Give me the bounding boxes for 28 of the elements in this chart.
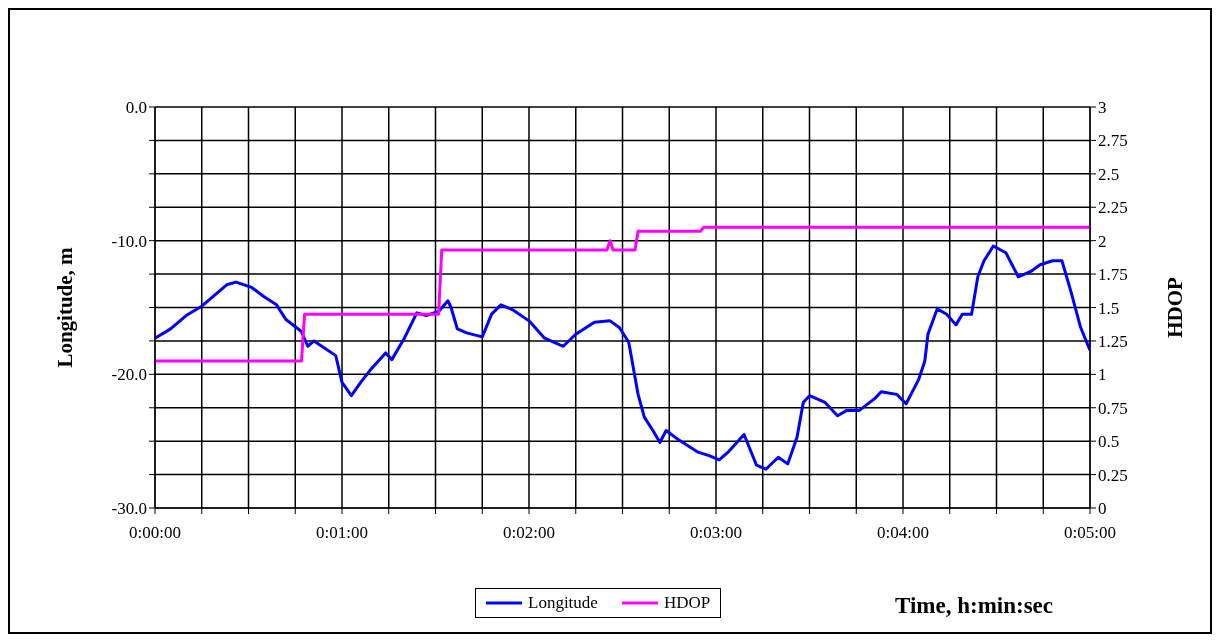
legend-label: Longitude bbox=[527, 593, 598, 613]
x-axis-title: Time, h:min:sec bbox=[895, 593, 1054, 619]
y2-tick-label: 0.25 bbox=[1098, 465, 1128, 485]
y2-tick-label: 1.25 bbox=[1098, 331, 1128, 351]
x-tick-label: 0:05:00 bbox=[1064, 523, 1116, 543]
x-tick-label: 0:03:00 bbox=[690, 523, 742, 543]
y2-tick-label: 0.5 bbox=[1098, 432, 1120, 452]
x-tick-label: 0:00:00 bbox=[129, 523, 181, 543]
y-tick-label: -20.0 bbox=[111, 365, 147, 385]
y2-tick-label: 0.75 bbox=[1098, 398, 1128, 418]
y-tick-label: -10.0 bbox=[111, 231, 147, 251]
y-tick-label: -30.0 bbox=[111, 499, 147, 519]
y2-tick-label: 1 bbox=[1098, 365, 1107, 385]
y2-axis-title: HDOP bbox=[1163, 277, 1188, 338]
y2-tick-label: 1.5 bbox=[1098, 298, 1120, 318]
y2-tick-label: 1.75 bbox=[1098, 265, 1128, 285]
x-tick-label: 0:04:00 bbox=[877, 523, 929, 543]
y2-tick-label: 0 bbox=[1098, 499, 1107, 519]
y2-tick-label: 2.75 bbox=[1098, 131, 1128, 151]
y-tick-label: 0.0 bbox=[125, 98, 147, 118]
x-tick-label: 0:01:00 bbox=[316, 523, 368, 543]
y2-tick-label: 3 bbox=[1098, 98, 1107, 118]
legend-label: HDOP bbox=[662, 593, 711, 613]
y2-tick-label: 2 bbox=[1098, 231, 1107, 251]
x-tick-label: 0:02:00 bbox=[503, 523, 555, 543]
y2-tick-label: 2.25 bbox=[1098, 198, 1128, 218]
y-axis-title: Longitude, m bbox=[53, 246, 78, 368]
y2-tick-label: 2.5 bbox=[1098, 164, 1120, 184]
